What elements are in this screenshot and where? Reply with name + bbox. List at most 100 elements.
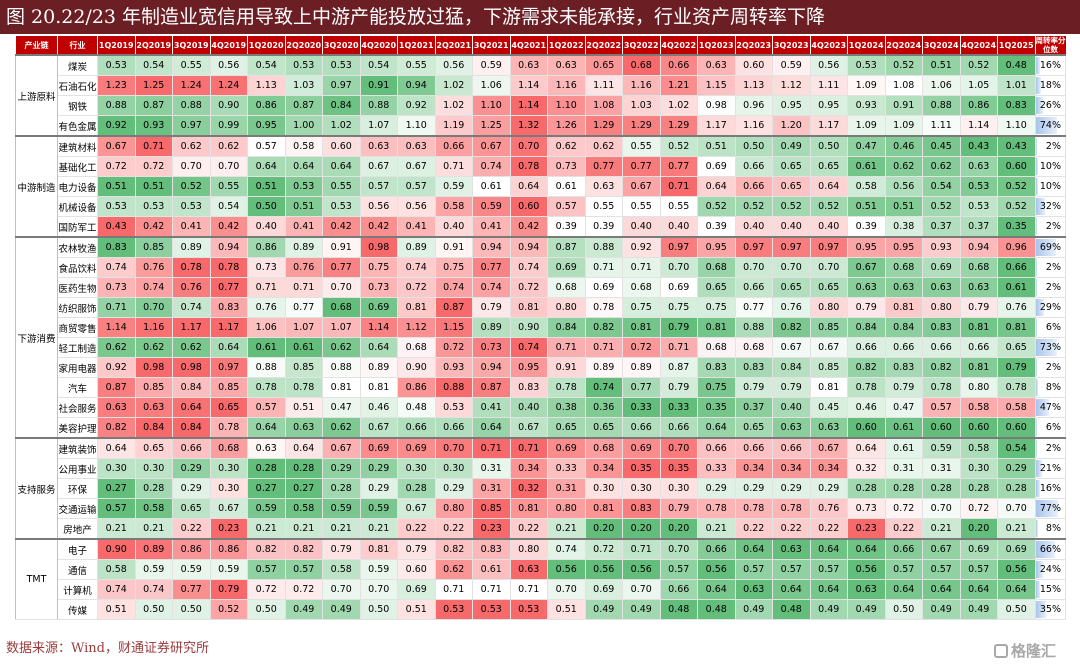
heat-cell: 0.77 bbox=[584, 156, 623, 177]
heat-cell: 0.69 bbox=[659, 277, 698, 298]
heat-cell: 0.67 bbox=[209, 498, 248, 519]
heat-cell: 0.39 bbox=[584, 216, 623, 238]
heat-cell: 1.05 bbox=[959, 75, 998, 96]
heat-cell: 0.58 bbox=[959, 397, 998, 418]
table-row: 钢铁 0.88 0.87 0.88 0.90 0.86 0.87 0.84 0.88 0.92 1.… bbox=[16, 95, 1066, 116]
heat-cell: 0.30 bbox=[434, 458, 473, 479]
heat-cell: 0.63 bbox=[509, 54, 548, 76]
heat-cell: 0.28 bbox=[884, 478, 923, 499]
table-row: 环保 0.27 0.28 0.29 0.30 0.27 0.27 0.28 0.29 0.28 0.… bbox=[16, 478, 1066, 499]
heat-cell: 0.40 bbox=[772, 216, 811, 238]
heat-cell: 0.64 bbox=[809, 176, 848, 197]
heat-cell: 0.90 bbox=[97, 538, 136, 560]
turnover-bar bbox=[1035, 399, 1050, 416]
heat-cell: 1.02 bbox=[434, 75, 473, 96]
heat-cell: 0.79 bbox=[472, 297, 511, 318]
heat-cell: 0.66 bbox=[734, 176, 773, 197]
heat-cell: 0.55 bbox=[322, 176, 361, 197]
heat-cell: 0.40 bbox=[509, 397, 548, 418]
heat-cell: 0.84 bbox=[172, 417, 211, 439]
heat-cell: 1.14 bbox=[509, 75, 548, 96]
turnover-value: 8% bbox=[1045, 382, 1061, 393]
heat-cell: 0.64 bbox=[997, 579, 1036, 600]
heat-cell: 1.15 bbox=[697, 75, 736, 96]
heat-cell: 0.79 bbox=[397, 538, 436, 560]
heat-cell: 0.93 bbox=[847, 95, 886, 116]
heat-cell: 0.71 bbox=[584, 337, 623, 358]
heat-cell: 0.82 bbox=[97, 417, 136, 439]
heat-cell: 0.45 bbox=[809, 397, 848, 418]
heat-cell: 0.82 bbox=[284, 538, 323, 560]
heat-cell: 1.20 bbox=[772, 115, 811, 137]
heat-cell: 0.66 bbox=[622, 417, 661, 439]
heat-cell: 0.65 bbox=[809, 277, 848, 298]
heat-cell: 0.47 bbox=[847, 135, 886, 157]
header-quarter: 4Q2021 bbox=[509, 36, 548, 55]
heat-cell: 0.57 bbox=[284, 559, 323, 580]
turnover-value: 16% bbox=[1039, 60, 1061, 71]
heat-cell: 0.61 bbox=[547, 176, 586, 197]
turnover-bar bbox=[1035, 218, 1037, 235]
heat-cell: 0.82 bbox=[434, 538, 473, 560]
heat-cell: 0.70 bbox=[359, 579, 398, 600]
heat-cell: 0.67 bbox=[397, 498, 436, 519]
heat-cell: 0.46 bbox=[847, 397, 886, 418]
heat-cell: 0.20 bbox=[622, 518, 661, 540]
heat-cell: 0.42 bbox=[359, 216, 398, 238]
heat-cell: 0.40 bbox=[809, 216, 848, 238]
heat-cell: 0.56 bbox=[397, 196, 436, 217]
heat-cell: 0.86 bbox=[247, 236, 286, 258]
table-row: 社会服务 0.63 0.63 0.64 0.65 0.57 0.51 0.47 0.46 0.48… bbox=[16, 397, 1066, 418]
heat-cell: 0.63 bbox=[959, 277, 998, 298]
heat-cell: 0.63 bbox=[697, 54, 736, 76]
chain-label: 下游消费 bbox=[15, 236, 58, 439]
heat-cell: 0.27 bbox=[247, 478, 286, 499]
heat-cell: 0.83 bbox=[622, 498, 661, 519]
heat-cell: 0.31 bbox=[884, 458, 923, 479]
industry-label: 石油石化 bbox=[57, 75, 98, 96]
heat-cell: 0.56 bbox=[884, 176, 923, 197]
heat-cell: 0.95 bbox=[847, 236, 886, 258]
heat-cell: 0.80 bbox=[959, 377, 998, 398]
heat-cell: 0.60 bbox=[322, 135, 361, 157]
heat-cell: 0.28 bbox=[997, 478, 1036, 499]
heat-cell: 0.59 bbox=[322, 498, 361, 519]
turnover-value: 2% bbox=[1045, 282, 1061, 293]
heat-cell: 0.66 bbox=[172, 437, 211, 459]
heat-cell: 0.74 bbox=[547, 538, 586, 560]
heat-cell: 0.39 bbox=[547, 216, 586, 238]
heat-cell: 0.29 bbox=[997, 458, 1036, 479]
turnover-value: 77% bbox=[1039, 503, 1061, 514]
heat-cell: 0.65 bbox=[772, 277, 811, 298]
heat-cell: 0.96 bbox=[734, 95, 773, 116]
heat-cell: 0.74 bbox=[509, 337, 548, 358]
heat-cell: 0.59 bbox=[134, 559, 173, 580]
heat-cell: 0.21 bbox=[284, 518, 323, 540]
heat-cell: 0.70 bbox=[509, 135, 548, 157]
heat-cell: 0.77 bbox=[322, 257, 361, 278]
chain-label: 支持服务 bbox=[15, 437, 58, 540]
heat-cell: 0.87 bbox=[472, 377, 511, 398]
turnover-bar bbox=[1035, 279, 1037, 296]
heat-cell: 0.28 bbox=[847, 478, 886, 499]
turnover-bar bbox=[1035, 359, 1037, 376]
heat-cell: 0.57 bbox=[959, 559, 998, 580]
heat-cell: 0.59 bbox=[434, 176, 473, 197]
heat-cell: 0.56 bbox=[434, 54, 473, 76]
heat-cell: 0.84 bbox=[547, 317, 586, 338]
heat-cell: 0.51 bbox=[247, 176, 286, 197]
heat-cell: 0.30 bbox=[584, 478, 623, 499]
heat-cell: 1.13 bbox=[247, 75, 286, 96]
heat-cell: 0.91 bbox=[884, 95, 923, 116]
heat-cell: 0.61 bbox=[847, 156, 886, 177]
heat-cell: 0.21 bbox=[922, 518, 961, 540]
heat-cell: 0.58 bbox=[959, 437, 998, 459]
turnover-bar bbox=[1035, 198, 1045, 215]
heat-cell: 0.40 bbox=[772, 397, 811, 418]
heat-cell: 0.55 bbox=[209, 176, 248, 197]
heat-cell: 0.63 bbox=[509, 559, 548, 580]
turnover-value: 2% bbox=[1045, 141, 1061, 152]
heat-cell: 0.91 bbox=[359, 75, 398, 96]
heat-cell: 0.20 bbox=[584, 518, 623, 540]
table-row: 电力设备 0.51 0.51 0.52 0.55 0.51 0.53 0.55 0.57 0.57… bbox=[16, 176, 1066, 197]
